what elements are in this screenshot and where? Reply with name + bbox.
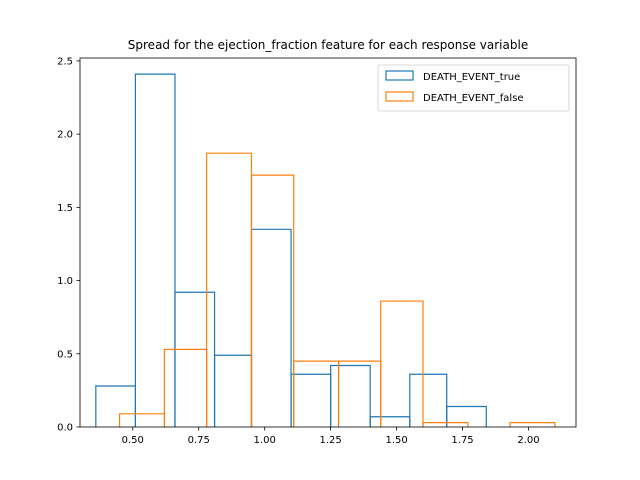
histogram-bar-1-9 xyxy=(509,422,556,427)
legend-label: DEATH_EVENT_false xyxy=(423,93,524,104)
histogram-bar-1-1 xyxy=(163,348,208,427)
chart-title: Spread for the ejection_fraction feature… xyxy=(128,38,528,52)
histogram-bar-1-3 xyxy=(250,174,295,427)
legend-box xyxy=(377,64,570,112)
histogram-bar-0-7 xyxy=(369,416,411,427)
histogram-bar-0-4 xyxy=(250,228,292,427)
histogram-bar-1-0 xyxy=(118,413,166,427)
y-tick-label: 1.0 xyxy=(57,276,73,287)
histogram-bar-1-4 xyxy=(293,360,340,427)
legend: DEATH_EVENT_true DEATH_EVENT_false xyxy=(377,64,570,112)
histogram-bar-0-3 xyxy=(213,354,253,427)
legend-swatch xyxy=(385,70,414,81)
x-tick-label: 0.75 xyxy=(188,435,210,446)
y-tick-label: 0.0 xyxy=(57,423,73,434)
plot-frame xyxy=(79,57,577,428)
x-tick-label: 1.50 xyxy=(385,435,407,446)
histogram-bar-0-6 xyxy=(330,364,371,427)
x-tick-label: 1.00 xyxy=(254,435,276,446)
x-tick-label: 1.75 xyxy=(451,435,473,446)
histogram-bar-1-6 xyxy=(380,300,424,427)
y-tick-label: 2.5 xyxy=(57,56,73,67)
histogram-bar-0-5 xyxy=(290,373,332,427)
histogram-bar-0-9 xyxy=(446,405,487,427)
x-tick-label: 0.50 xyxy=(122,435,144,446)
histogram-bar-0-0 xyxy=(95,385,137,427)
legend-label: DEATH_EVENT_true xyxy=(423,72,520,83)
x-tick-label: 2.00 xyxy=(517,435,539,446)
series-DEATH_EVENT_false xyxy=(118,152,556,427)
histogram-bar-1-2 xyxy=(206,152,253,427)
histogram-bar-1-7 xyxy=(422,422,469,427)
series-DEATH_EVENT_true xyxy=(95,73,487,427)
histogram-bar-0-8 xyxy=(409,373,448,427)
histogram-bar-0-1 xyxy=(134,73,176,427)
y-tick-label: 2.0 xyxy=(57,130,73,141)
series-layer xyxy=(95,73,556,427)
histogram-bar-0-2 xyxy=(174,291,216,427)
y-tick-label: 0.5 xyxy=(57,349,73,360)
axes-layer: 0.50 0.75 1.00 1.25 1.50 1.75 2.00 0.0 0.5 1.0 1.5… xyxy=(57,56,577,446)
legend-swatch xyxy=(385,91,414,102)
y-tick-label: 1.5 xyxy=(57,203,73,214)
x-tick-label: 1.25 xyxy=(320,435,342,446)
